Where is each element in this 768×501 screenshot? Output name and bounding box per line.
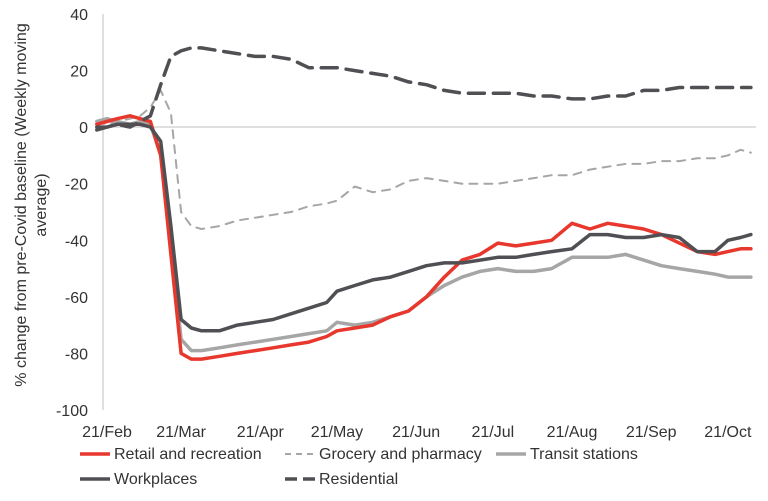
legend-item: Retail and recreation bbox=[80, 446, 262, 463]
legend-label: Retail and recreation bbox=[114, 446, 262, 463]
legend: Retail and recreation Grocery and pharmac… bbox=[80, 446, 638, 488]
x-tick-label: 21/Apr bbox=[237, 424, 285, 441]
y-tick-label: -80 bbox=[65, 346, 88, 363]
y-tick-label: -100 bbox=[56, 403, 88, 420]
y-tick-label: -60 bbox=[65, 290, 88, 307]
x-tick-label: 21/Mar bbox=[156, 424, 206, 441]
series-line-grocery-and-pharmacy bbox=[95, 89, 752, 230]
y-axis-title-line: % change from pre-Covid baseline (Weekly… bbox=[13, 23, 30, 386]
legend-item: Transit stations bbox=[496, 446, 638, 463]
series-layer bbox=[95, 46, 753, 361]
x-tick-label: 21/Aug bbox=[547, 424, 598, 441]
x-tick-label: 21/Jul bbox=[471, 424, 514, 441]
y-axis-title: % change from pre-Covid baseline (Weekly… bbox=[13, 23, 50, 386]
x-tick-label: 21/Jun bbox=[392, 424, 440, 441]
axes bbox=[102, 14, 756, 410]
series-line-retail-and-recreation bbox=[95, 114, 753, 361]
y-tick-label: -40 bbox=[65, 233, 88, 250]
y-tick-label: 0 bbox=[79, 120, 88, 137]
legend-label: Residential bbox=[319, 471, 398, 488]
y-axis-title-line: average) bbox=[33, 173, 50, 236]
series-line-workplaces bbox=[95, 122, 753, 333]
x-tick-label: 21/Sep bbox=[626, 424, 677, 441]
y-tick-label: 20 bbox=[70, 64, 88, 81]
legend-label: Grocery and pharmacy bbox=[319, 446, 482, 463]
legend-item: Workplaces bbox=[80, 471, 197, 488]
series-line-residential bbox=[95, 46, 753, 129]
x-tick-label: 21/May bbox=[311, 424, 363, 441]
legend-label: Transit stations bbox=[530, 446, 638, 463]
x-axis-ticks: 21/Feb 21/Mar 21/Apr 21/May 21/Jun 21/Jul 21/A… bbox=[82, 424, 752, 441]
y-tick-label: 40 bbox=[70, 7, 88, 24]
x-tick-label: 21/Feb bbox=[82, 424, 132, 441]
legend-item: Residential bbox=[285, 471, 398, 488]
x-tick-label: 21/Oct bbox=[704, 424, 752, 441]
y-tick-label: -20 bbox=[65, 177, 88, 194]
legend-label: Workplaces bbox=[114, 471, 197, 488]
legend-item: Grocery and pharmacy bbox=[285, 446, 482, 463]
y-axis-ticks: 40 20 0 -20 -40 -60 -80 -100 bbox=[56, 7, 88, 420]
